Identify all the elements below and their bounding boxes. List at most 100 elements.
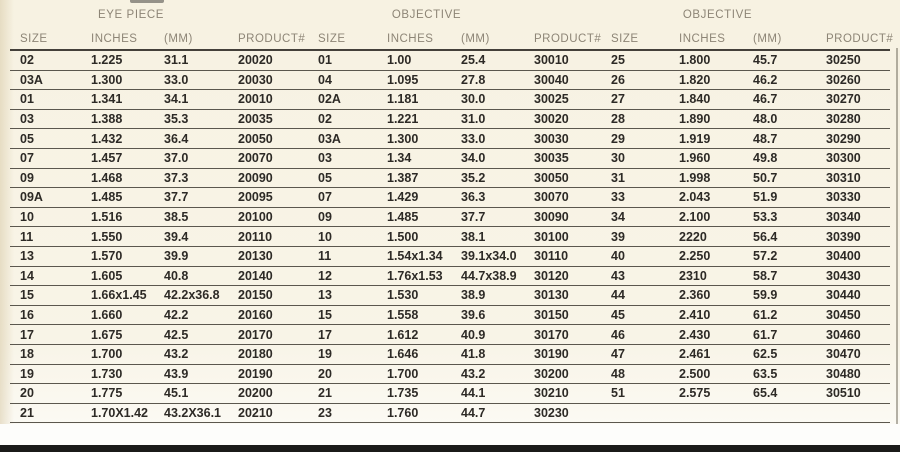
table-cell: 11	[308, 246, 381, 267]
table-cell: 44.7	[455, 403, 528, 424]
table-cell	[820, 403, 890, 424]
table-cell: 36.3	[455, 187, 528, 208]
table-cell: 43.2	[158, 344, 232, 365]
table-cell: 20210	[232, 403, 308, 424]
table-cell: 30130	[528, 285, 601, 306]
table-cell: 1.34	[381, 148, 455, 169]
table-cell: 30470	[820, 344, 890, 365]
table-cell: 1.221	[381, 109, 455, 130]
table-cell: 30035	[528, 148, 601, 169]
table-cell: 30030	[528, 128, 601, 149]
table-row: 09A 1.485 37.7 20095 07 1.429 36.3 30070 33 2.043…	[10, 187, 890, 208]
table-cell: 30450	[820, 305, 890, 326]
col-header-inches-3: INCHES	[673, 23, 747, 51]
table-cell: 45.1	[158, 383, 232, 404]
table-cell: 20140	[232, 266, 308, 287]
table-cell: 30510	[820, 383, 890, 404]
table-cell: 47	[601, 344, 673, 365]
table-row: 19 1.730 43.9 20190 20 1.700 43.2 30200 48 2.500 6…	[10, 364, 890, 385]
table-cell: 57.2	[747, 246, 820, 267]
table-cell: 20030	[232, 70, 308, 91]
table-cell: 46.2	[747, 70, 820, 91]
table-cell: 30040	[528, 70, 601, 91]
table-cell: 20150	[232, 285, 308, 306]
table-cell: 46	[601, 324, 673, 345]
table-row: 01 1.341 34.1 20010 02A 1.181 30.0 30025 27 1.840…	[10, 89, 890, 110]
table-cell: 65.4	[747, 383, 820, 404]
table-cell: 40.8	[158, 266, 232, 287]
table-cell: 39.1x34.0	[455, 246, 528, 267]
table-cell: 20170	[232, 324, 308, 345]
table-cell: 1.700	[381, 364, 455, 385]
table-cell: 03	[308, 148, 381, 169]
table-cell: 61.7	[747, 324, 820, 345]
table-cell: 1.485	[85, 187, 158, 208]
table-row: 09 1.468 37.3 20090 05 1.387 35.2 30050 31 1.998 5…	[10, 168, 890, 189]
table-cell: 37.3	[158, 168, 232, 189]
table-cell: 19	[10, 364, 85, 385]
table-cell: 17	[10, 324, 85, 345]
table-cell: 29	[601, 128, 673, 149]
table-row: 03 1.388 35.3 20035 02 1.221 31.0 30020 28 1.890 4…	[10, 109, 890, 130]
table-cell: 17	[308, 324, 381, 345]
table-cell: 37.0	[158, 148, 232, 169]
table-cell: 30460	[820, 324, 890, 345]
table-cell: 39.4	[158, 226, 232, 247]
table-cell: 20200	[232, 383, 308, 404]
table-cell: 1.700	[85, 344, 158, 365]
table-cell: 1.54x1.34	[381, 246, 455, 267]
table-cell: 30090	[528, 207, 601, 228]
table-cell: 37.7	[455, 207, 528, 228]
table-cell: 1.570	[85, 246, 158, 267]
table-cell: 2310	[673, 266, 747, 287]
col-header-size-3: SIZE	[601, 23, 673, 51]
table-cell: 1.760	[381, 403, 455, 424]
table-cell: 1.558	[381, 305, 455, 326]
table-cell: 12	[308, 266, 381, 287]
table-cell: 51	[601, 383, 673, 404]
table-cell: 1.341	[85, 89, 158, 110]
table-cell: 20035	[232, 109, 308, 130]
col-header-product-3: PRODUCT#	[820, 23, 893, 51]
table-cell: 33.0	[455, 128, 528, 149]
table-cell: 21	[308, 383, 381, 404]
table-cell: 09	[308, 207, 381, 228]
table-cell: 09A	[10, 187, 85, 208]
bottom-margin-strip	[0, 424, 900, 445]
table-cell: 30190	[528, 344, 601, 365]
table-cell: 1.605	[85, 266, 158, 287]
table-cell: 02	[10, 50, 85, 71]
table-cell: 50.7	[747, 168, 820, 189]
table-cell: 1.775	[85, 383, 158, 404]
table-cell: 15	[308, 305, 381, 326]
table-cell: 1.998	[673, 168, 747, 189]
table-cell: 04	[308, 70, 381, 91]
table-cell: 20180	[232, 344, 308, 365]
table-cell: 1.530	[381, 285, 455, 306]
table-row: 17 1.675 42.5 20170 17 1.612 40.9 30170 46 2.430 6…	[10, 324, 890, 345]
group-header-objective-1: OBJECTIVE	[308, 6, 601, 23]
right-edge-rule	[896, 48, 898, 440]
table-cell: 2220	[673, 226, 747, 247]
table-cell: 1.095	[381, 70, 455, 91]
table-cell: 1.76x1.53	[381, 266, 455, 287]
bottom-scan-bar	[0, 445, 900, 452]
table-cell: 30440	[820, 285, 890, 306]
col-header-size-2: SIZE	[308, 23, 381, 51]
table-cell: 30480	[820, 364, 890, 385]
table-cell: 38.9	[455, 285, 528, 306]
table-cell: 1.730	[85, 364, 158, 385]
table-cell: 30050	[528, 168, 601, 189]
table-cell: 07	[10, 148, 85, 169]
table-cell: 20070	[232, 148, 308, 169]
table-cell: 27.8	[455, 70, 528, 91]
table-cell: 1.840	[673, 89, 747, 110]
col-header-inches-2: INCHES	[381, 23, 455, 51]
table-cell: 10	[10, 207, 85, 228]
table-row: 18 1.700 43.2 20180 19 1.646 41.8 30190 47 2.461 6…	[10, 344, 890, 365]
table-cell: 2.575	[673, 383, 747, 404]
table-row: 20 1.775 45.1 20200 21 1.735 44.1 30210 51 2.575 6…	[10, 383, 890, 404]
table-cell: 23	[308, 403, 381, 424]
table-cell: 1.485	[381, 207, 455, 228]
